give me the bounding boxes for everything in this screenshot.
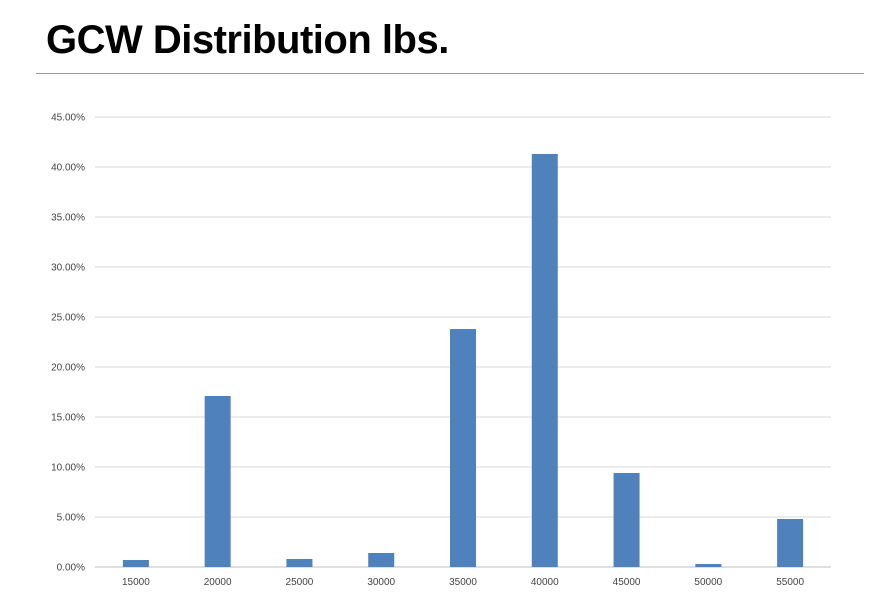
slide-title: GCW Distribution lbs. [46,18,449,62]
x-tick-label: 55000 [776,577,804,588]
x-tick-label: 20000 [204,577,232,588]
bar-55000 [777,519,804,567]
y-tick-label: 35.00% [51,213,85,224]
bar-15000 [122,560,149,567]
y-tick-label: 30.00% [51,263,85,274]
bars [122,154,804,567]
bar-35000 [450,329,476,567]
x-tick-label: 50000 [694,577,722,588]
x-tick-label: 30000 [367,577,395,588]
y-tick-label: 45.00% [51,113,85,124]
bar-45000 [613,473,640,567]
y-tick-label: 5.00% [57,513,85,524]
bar-25000 [286,559,313,567]
y-tick-label: 15.00% [51,413,85,424]
bar-40000 [531,154,558,567]
x-tick-label: 40000 [531,577,559,588]
y-tick-label: 25.00% [51,313,85,324]
x-axis-tick-labels: 15000 20000 25000 30000 35000 40000 45000 50000… [122,577,804,588]
x-tick-label: 45000 [613,577,641,588]
y-tick-label: 40.00% [51,163,85,174]
y-tick-label: 10.00% [51,463,85,474]
bar-50000 [695,564,722,567]
bar-30000 [368,553,395,567]
y-tick-label: 20.00% [51,363,85,374]
x-tick-label: 25000 [286,577,314,588]
x-tick-label: 15000 [122,577,150,588]
y-axis-tick-labels: 0.00% 5.00% 10.00% 15.00% 20.00% 25.00% 30.00%… [51,113,85,574]
x-tick-label: 35000 [449,577,477,588]
y-tick-label: 0.00% [57,563,85,574]
title-divider [36,73,864,74]
bar-20000 [204,396,231,567]
